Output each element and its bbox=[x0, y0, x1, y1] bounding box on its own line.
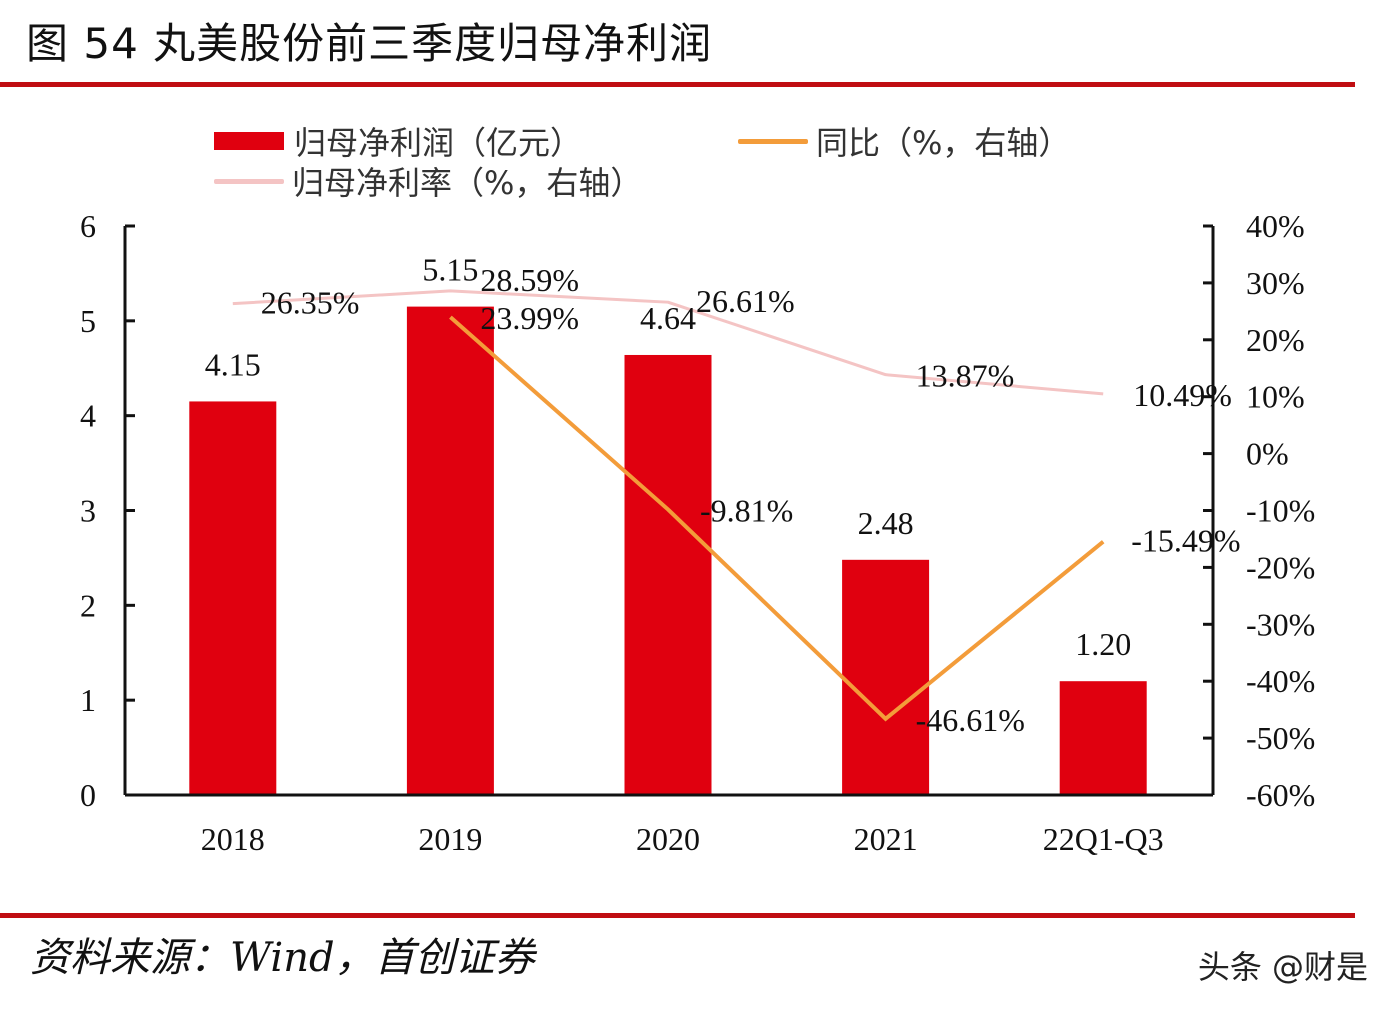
bar-value-label: 1.20 bbox=[1075, 626, 1131, 662]
yoy-value-label: -9.81% bbox=[700, 492, 793, 528]
right-tick-label: -10% bbox=[1246, 493, 1315, 529]
top-divider bbox=[0, 82, 1355, 87]
legend-item-margin: 归母净利率（%，右轴） bbox=[214, 158, 642, 204]
right-tick-label: -30% bbox=[1246, 606, 1315, 642]
left-tick-label: 5 bbox=[80, 303, 96, 339]
yoy-value-label: -15.49% bbox=[1131, 523, 1240, 559]
right-tick-label: 10% bbox=[1246, 379, 1305, 415]
left-tick-label: 6 bbox=[80, 208, 96, 244]
right-tick-label: 20% bbox=[1246, 322, 1305, 358]
right-tick-label: -60% bbox=[1246, 777, 1315, 813]
margin-line bbox=[232, 289, 1104, 396]
margin-value-label: 28.59% bbox=[480, 262, 579, 298]
yoy-value-label: -46.61% bbox=[916, 702, 1025, 738]
chart-title: 图 54 丸美股份前三季度归母净利润 bbox=[26, 19, 713, 68]
legend-label: 归母净利润（亿元） bbox=[294, 124, 583, 162]
left-tick-label: 3 bbox=[80, 493, 96, 529]
source-note: 资料来源：Wind，首创证券 bbox=[30, 935, 535, 981]
right-tick-label: 40% bbox=[1246, 208, 1305, 244]
margin-value-label: 26.35% bbox=[261, 285, 360, 321]
x-tick-label: 22Q1-Q3 bbox=[1043, 821, 1164, 857]
x-tick-label: 2020 bbox=[636, 821, 700, 857]
bar-value-label: 4.64 bbox=[640, 300, 696, 336]
yoy-value-label: 23.99% bbox=[480, 300, 579, 336]
legend-item-net-profit: 归母净利润（亿元） bbox=[214, 118, 582, 164]
margin-value-label: 13.87% bbox=[916, 358, 1015, 394]
bar-22Q1-Q3 bbox=[1059, 681, 1147, 795]
right-tick-label: -20% bbox=[1246, 549, 1315, 585]
right-tick-label: 0% bbox=[1246, 436, 1289, 472]
legend-item-yoy: 同比（%，右轴） bbox=[738, 118, 1070, 164]
bar-value-label: 2.48 bbox=[858, 505, 914, 541]
legend-swatch-bar bbox=[214, 132, 284, 150]
bar-2019 bbox=[406, 306, 494, 795]
left-tick-label: 2 bbox=[80, 587, 96, 623]
bar-2020 bbox=[624, 354, 712, 795]
bar-value-label: 5.15 bbox=[422, 252, 478, 288]
right-tick-label: 30% bbox=[1246, 265, 1305, 301]
left-tick-label: 1 bbox=[80, 682, 96, 718]
x-tick-label: 2018 bbox=[201, 821, 265, 857]
watermark: 头条 @财是 bbox=[1197, 948, 1368, 986]
right-tick-label: -40% bbox=[1246, 663, 1315, 699]
bottom-divider bbox=[0, 913, 1355, 918]
legend-swatch-yoy bbox=[738, 138, 808, 144]
left-tick-label: 4 bbox=[80, 398, 96, 434]
bar-2018 bbox=[189, 401, 277, 795]
margin-value-label: 10.49% bbox=[1133, 377, 1232, 413]
yoy-line bbox=[449, 315, 1105, 722]
margin-value-label: 26.61% bbox=[696, 283, 795, 319]
right-tick-label: -50% bbox=[1246, 720, 1315, 756]
left-tick-label: 0 bbox=[80, 777, 96, 813]
x-tick-label: 2021 bbox=[854, 821, 918, 857]
bar-2021 bbox=[842, 559, 930, 795]
x-tick-label: 2019 bbox=[418, 821, 482, 857]
bar-value-label: 4.15 bbox=[205, 346, 261, 382]
legend-label: 同比（%，右轴） bbox=[816, 124, 1071, 162]
legend-label: 归母净利率（%，右轴） bbox=[292, 164, 643, 202]
legend-swatch-margin bbox=[214, 178, 284, 184]
